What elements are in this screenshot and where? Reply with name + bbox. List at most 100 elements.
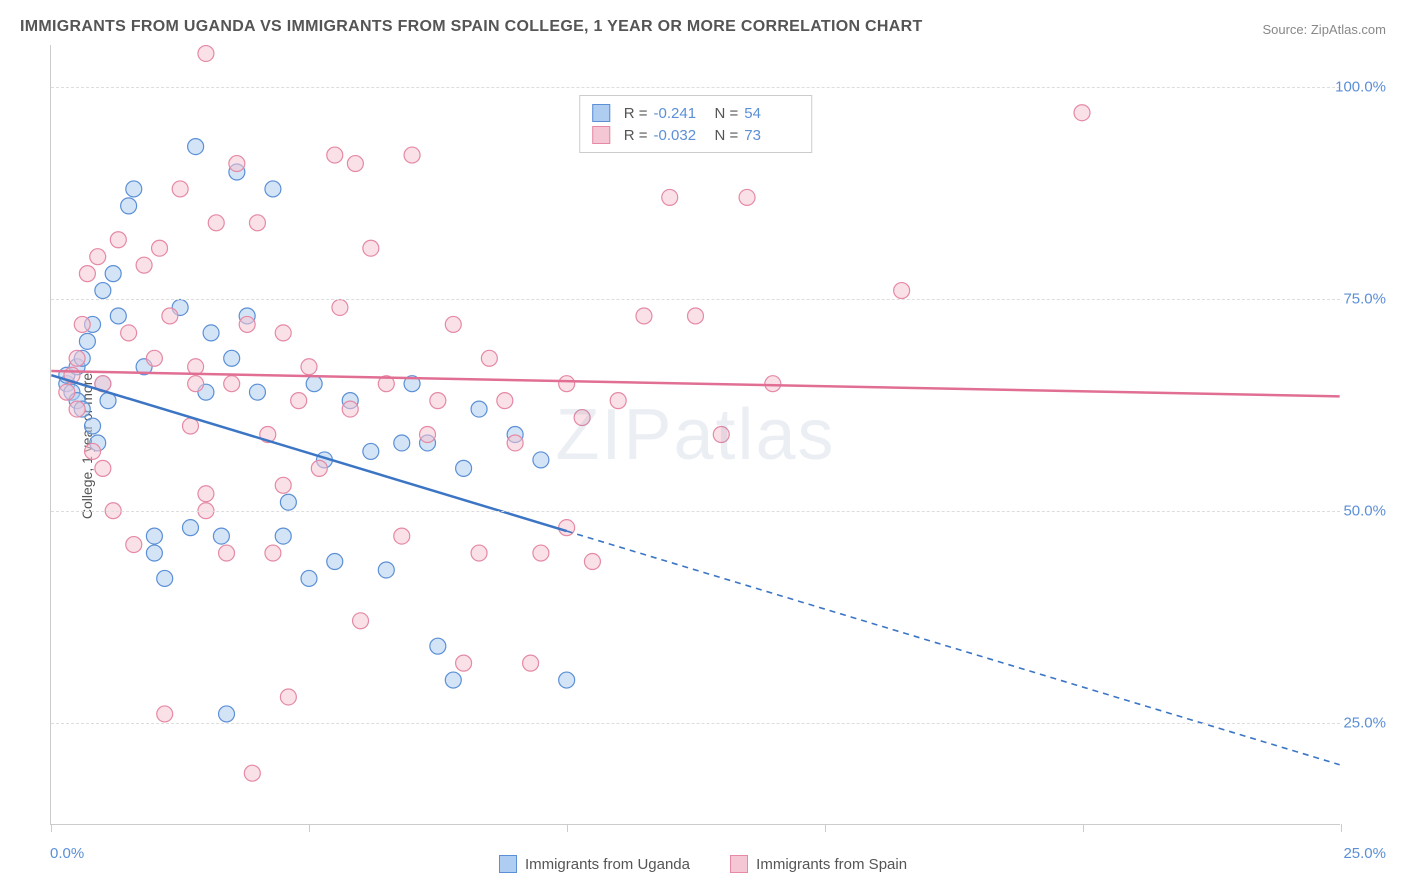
scatter-point — [394, 528, 410, 544]
scatter-point — [59, 376, 75, 392]
scatter-point — [198, 45, 214, 61]
scatter-point — [713, 427, 729, 443]
scatter-point — [198, 486, 214, 502]
scatter-point — [533, 452, 549, 468]
scatter-point — [64, 367, 80, 383]
scatter-point — [533, 545, 549, 561]
legend-n-label: N = — [715, 105, 739, 122]
scatter-point — [497, 393, 513, 409]
scatter-point — [378, 376, 394, 392]
scatter-point — [445, 316, 461, 332]
scatter-point — [146, 545, 162, 561]
legend-r-uganda: -0.241 — [654, 105, 709, 122]
scatter-point — [152, 240, 168, 256]
scatter-point — [95, 460, 111, 476]
scatter-point — [347, 156, 363, 172]
scatter-point — [95, 283, 111, 299]
scatter-point — [85, 443, 101, 459]
scatter-point — [198, 384, 214, 400]
legend-n-spain: 73 — [744, 127, 799, 144]
legend-swatch-uganda — [592, 104, 610, 122]
source-link[interactable]: ZipAtlas.com — [1311, 22, 1386, 37]
scatter-point — [311, 460, 327, 476]
x-tick-0: 0.0% — [50, 845, 84, 862]
scatter-point — [146, 350, 162, 366]
scatter-point — [280, 689, 296, 705]
scatter-point — [239, 316, 255, 332]
scatter-point — [363, 443, 379, 459]
scatter-point — [79, 266, 95, 282]
scatter-point — [208, 215, 224, 231]
scatter-point — [765, 376, 781, 392]
scatter-point — [275, 477, 291, 493]
bottom-legend: Immigrants from Uganda Immigrants from S… — [0, 855, 1406, 877]
scatter-point — [662, 189, 678, 205]
scatter-point — [182, 418, 198, 434]
scatter-point — [182, 520, 198, 536]
scatter-point — [85, 418, 101, 434]
scatter-point — [523, 655, 539, 671]
scatter-point — [121, 325, 137, 341]
scatter-point — [157, 706, 173, 722]
y-tick-label: 100.0% — [1335, 79, 1386, 96]
scatter-point — [306, 376, 322, 392]
scatter-point — [188, 139, 204, 155]
scatter-point — [301, 570, 317, 586]
legend-r-label: R = — [624, 105, 648, 122]
watermark-text: ZIPatlas — [555, 394, 835, 476]
scatter-point — [363, 240, 379, 256]
scatter-point — [327, 147, 343, 163]
y-tick-label: 25.0% — [1343, 715, 1386, 732]
scatter-point — [203, 325, 219, 341]
y-tick-label: 75.0% — [1343, 291, 1386, 308]
scatter-point — [420, 435, 436, 451]
scatter-point — [95, 376, 111, 392]
scatter-point — [316, 452, 332, 468]
bottom-label-spain: Immigrants from Spain — [756, 856, 907, 873]
scatter-point — [559, 672, 575, 688]
scatter-point — [456, 655, 472, 671]
scatter-point — [110, 308, 126, 324]
scatter-point — [59, 384, 75, 400]
legend-n-label: N = — [715, 127, 739, 144]
legend-swatch-spain — [592, 126, 610, 144]
scatter-point — [146, 528, 162, 544]
bottom-legend-uganda: Immigrants from Uganda — [499, 855, 690, 873]
scatter-point — [559, 376, 575, 392]
scatter-point — [213, 528, 229, 544]
scatter-point — [291, 393, 307, 409]
y-tick-label: 50.0% — [1343, 503, 1386, 520]
source-label: Source: — [1262, 22, 1310, 37]
scatter-point — [74, 350, 90, 366]
scatter-point — [100, 393, 116, 409]
scatter-point — [90, 435, 106, 451]
scatter-point — [188, 359, 204, 375]
scatter-point — [353, 613, 369, 629]
scatter-point — [229, 164, 245, 180]
scatter-point — [126, 181, 142, 197]
legend-row-spain: R = -0.032 N = 73 — [592, 124, 800, 146]
scatter-point — [121, 198, 137, 214]
scatter-point — [342, 401, 358, 417]
scatter-point — [275, 528, 291, 544]
scatter-point — [327, 554, 343, 570]
scatter-point — [79, 333, 95, 349]
scatter-point — [445, 672, 461, 688]
scatter-point — [471, 545, 487, 561]
scatter-point — [430, 638, 446, 654]
legend-r-spain: -0.032 — [654, 127, 709, 144]
scatter-point — [224, 376, 240, 392]
scatter-point — [136, 359, 152, 375]
scatter-point — [162, 308, 178, 324]
source-citation: Source: ZipAtlas.com — [1262, 22, 1386, 37]
legend-r-label: R = — [624, 127, 648, 144]
scatter-point — [404, 147, 420, 163]
scatter-point — [584, 554, 600, 570]
x-tick-25: 25.0% — [1343, 845, 1386, 862]
chart-svg — [51, 45, 1340, 824]
scatter-point — [69, 359, 85, 375]
scatter-point — [249, 384, 265, 400]
scatter-point — [229, 156, 245, 172]
scatter-point — [507, 435, 523, 451]
scatter-point — [188, 376, 204, 392]
